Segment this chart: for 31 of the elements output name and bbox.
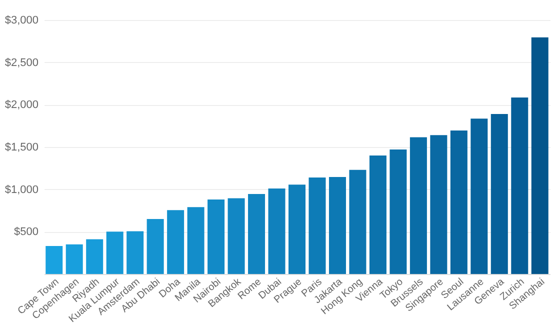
bar	[146, 218, 164, 274]
bar	[410, 137, 427, 274]
bar	[308, 177, 326, 274]
bar	[208, 199, 225, 274]
y-tick-label: $1,000	[4, 184, 38, 196]
y-tick-label: $1,500	[4, 142, 38, 154]
bar	[511, 97, 528, 274]
bar	[106, 232, 124, 274]
bar	[228, 198, 245, 274]
bar	[126, 231, 144, 274]
bar	[430, 135, 448, 274]
bar	[328, 177, 346, 274]
y-tick-label: $2,500	[4, 56, 38, 69]
bar	[167, 210, 184, 274]
bar	[470, 118, 488, 274]
y-tick-label: $2,000	[4, 99, 38, 112]
bar	[268, 188, 286, 274]
bar	[66, 244, 83, 274]
bar	[531, 37, 548, 274]
bar	[369, 155, 386, 274]
bar	[450, 130, 468, 274]
bar	[490, 114, 508, 274]
y-tick-label: $500	[14, 226, 38, 238]
bar	[187, 207, 204, 274]
bar	[390, 150, 407, 274]
bar	[349, 170, 366, 274]
bar	[248, 194, 266, 274]
bar	[46, 246, 63, 274]
bar	[288, 184, 306, 274]
y-tick-label: $3,000	[4, 14, 38, 26]
bar	[86, 239, 104, 274]
